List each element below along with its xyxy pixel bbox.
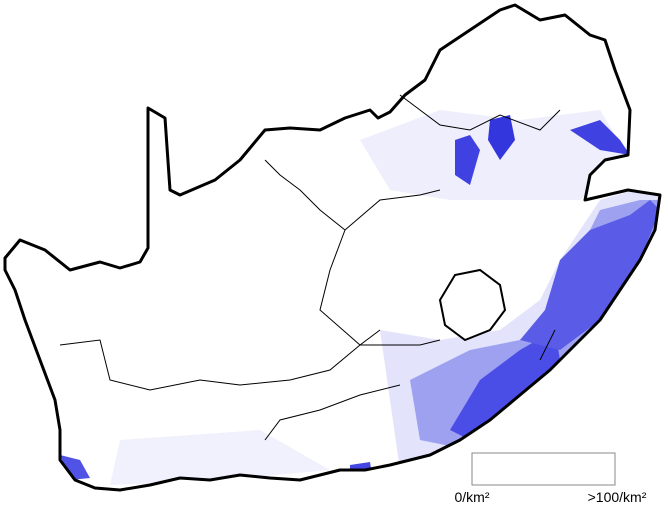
province-borders [59, 94, 561, 441]
legend-box [471, 452, 616, 486]
legend-max-label: >100/km² [588, 489, 647, 505]
country-outline [3, 3, 662, 492]
lesotho [438, 268, 507, 342]
legend-min-label: 0/km² [455, 489, 490, 505]
